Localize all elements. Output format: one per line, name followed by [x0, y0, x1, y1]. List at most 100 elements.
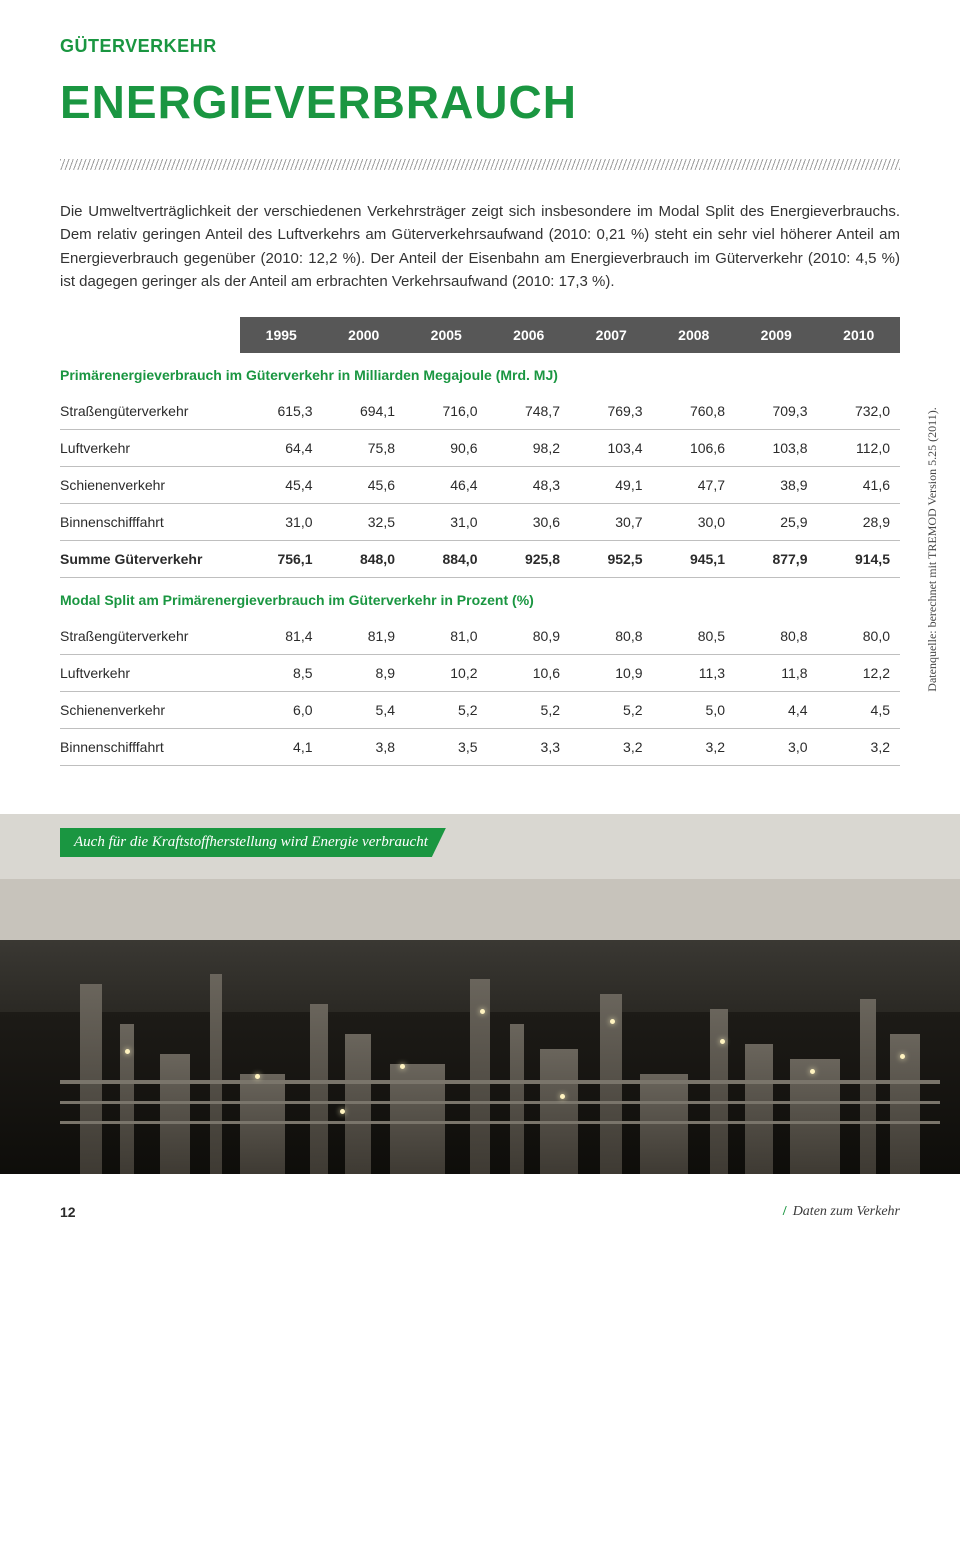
row-value: 25,9: [735, 504, 818, 541]
row-value: 106,6: [653, 430, 736, 467]
row-value: 11,3: [653, 655, 736, 692]
row-label: Straßengüterverkehr: [60, 618, 240, 655]
row-value: 41,6: [818, 467, 901, 504]
year-header: 2000: [323, 317, 406, 353]
row-value: 6,0: [240, 692, 323, 729]
row-value: 925,8: [488, 541, 571, 578]
row-label: Schienenverkehr: [60, 467, 240, 504]
table-row: Straßengüterverkehr615,3694,1716,0748,77…: [60, 393, 900, 430]
photo-refinery: Auch für die Kraftstoffherstellung wird …: [0, 814, 960, 1174]
row-value: 81,9: [323, 618, 406, 655]
row-value: 3,5: [405, 729, 488, 766]
row-label: Binnenschifffahrt: [60, 729, 240, 766]
year-header: 2005: [405, 317, 488, 353]
refinery-illustration: [0, 944, 960, 1174]
page-title: ENERGIEVERBRAUCH: [60, 75, 900, 129]
row-value: 732,0: [818, 393, 901, 430]
row-value: 10,9: [570, 655, 653, 692]
row-value: 615,3: [240, 393, 323, 430]
row-value: 64,4: [240, 430, 323, 467]
row-value: 10,6: [488, 655, 571, 692]
row-value: 103,4: [570, 430, 653, 467]
row-value: 945,1: [653, 541, 736, 578]
year-header: 2006: [488, 317, 571, 353]
row-value: 28,9: [818, 504, 901, 541]
row-value: 914,5: [818, 541, 901, 578]
row-value: 12,2: [818, 655, 901, 692]
row-value: 80,5: [653, 618, 736, 655]
footer-reference: /Daten zum Verkehr: [783, 1204, 900, 1220]
row-value: 3,8: [323, 729, 406, 766]
row-value: 4,5: [818, 692, 901, 729]
table-row: Binnenschifffahrt4,13,83,53,33,23,23,03,…: [60, 729, 900, 766]
row-value: 756,1: [240, 541, 323, 578]
row-value: 8,5: [240, 655, 323, 692]
row-value: 75,8: [323, 430, 406, 467]
table-row: Luftverkehr64,475,890,698,2103,4106,6103…: [60, 430, 900, 467]
table-row: Binnenschifffahrt31,032,531,030,630,730,…: [60, 504, 900, 541]
source-citation: Datenquelle: berechnet mit TREMOD Versio…: [925, 407, 940, 691]
row-value: 3,2: [653, 729, 736, 766]
row-value: 5,0: [653, 692, 736, 729]
row-value: 112,0: [818, 430, 901, 467]
row-label: Straßengüterverkehr: [60, 393, 240, 430]
row-value: 748,7: [488, 393, 571, 430]
row-value: 10,2: [405, 655, 488, 692]
row-value: 48,3: [488, 467, 571, 504]
row-value: 47,7: [653, 467, 736, 504]
row-value: 877,9: [735, 541, 818, 578]
table-row: Summe Güterverkehr756,1848,0884,0925,895…: [60, 541, 900, 578]
row-value: 103,8: [735, 430, 818, 467]
section-label: GÜTERVERKEHR: [60, 36, 900, 57]
row-value: 80,8: [570, 618, 653, 655]
page-footer: 12 /Daten zum Verkehr: [0, 1174, 960, 1244]
row-value: 30,7: [570, 504, 653, 541]
row-value: 81,4: [240, 618, 323, 655]
row-value: 80,0: [818, 618, 901, 655]
table-row: Schienenverkehr45,445,646,448,349,147,73…: [60, 467, 900, 504]
row-value: 3,0: [735, 729, 818, 766]
row-value: 11,8: [735, 655, 818, 692]
row-value: 8,9: [323, 655, 406, 692]
year-header: 2007: [570, 317, 653, 353]
row-value: 30,6: [488, 504, 571, 541]
row-value: 694,1: [323, 393, 406, 430]
row-value: 716,0: [405, 393, 488, 430]
row-label: Luftverkehr: [60, 655, 240, 692]
row-value: 769,3: [570, 393, 653, 430]
row-value: 5,2: [570, 692, 653, 729]
row-value: 31,0: [240, 504, 323, 541]
row-value: 848,0: [323, 541, 406, 578]
row-value: 4,1: [240, 729, 323, 766]
row-value: 90,6: [405, 430, 488, 467]
data-table-block: 19952000200520062007200820092010Primären…: [60, 317, 900, 766]
row-value: 80,8: [735, 618, 818, 655]
table-row: Straßengüterverkehr81,481,981,080,980,88…: [60, 618, 900, 655]
year-header: 2008: [653, 317, 736, 353]
table-subhead-text: Modal Split am Primärenergieverbrauch im…: [60, 578, 900, 619]
row-label: Binnenschifffahrt: [60, 504, 240, 541]
row-value: 32,5: [323, 504, 406, 541]
row-value: 30,0: [653, 504, 736, 541]
row-value: 46,4: [405, 467, 488, 504]
row-value: 760,8: [653, 393, 736, 430]
year-header: 2009: [735, 317, 818, 353]
page-number: 12: [60, 1204, 76, 1220]
photo-caption: Auch für die Kraftstoffherstellung wird …: [60, 828, 446, 857]
footer-reference-text: Daten zum Verkehr: [793, 1204, 900, 1219]
row-value: 81,0: [405, 618, 488, 655]
row-label: Summe Güterverkehr: [60, 541, 240, 578]
row-value: 3,2: [818, 729, 901, 766]
row-value: 5,4: [323, 692, 406, 729]
row-value: 884,0: [405, 541, 488, 578]
table-subhead: Primärenergieverbrauch im Güterverkehr i…: [60, 353, 900, 393]
row-value: 3,3: [488, 729, 571, 766]
row-value: 98,2: [488, 430, 571, 467]
row-value: 45,6: [323, 467, 406, 504]
row-value: 49,1: [570, 467, 653, 504]
table-subhead-text: Primärenergieverbrauch im Güterverkehr i…: [60, 353, 900, 393]
row-value: 31,0: [405, 504, 488, 541]
row-value: 45,4: [240, 467, 323, 504]
row-label: Schienenverkehr: [60, 692, 240, 729]
table-header-row: 19952000200520062007200820092010: [60, 317, 900, 353]
